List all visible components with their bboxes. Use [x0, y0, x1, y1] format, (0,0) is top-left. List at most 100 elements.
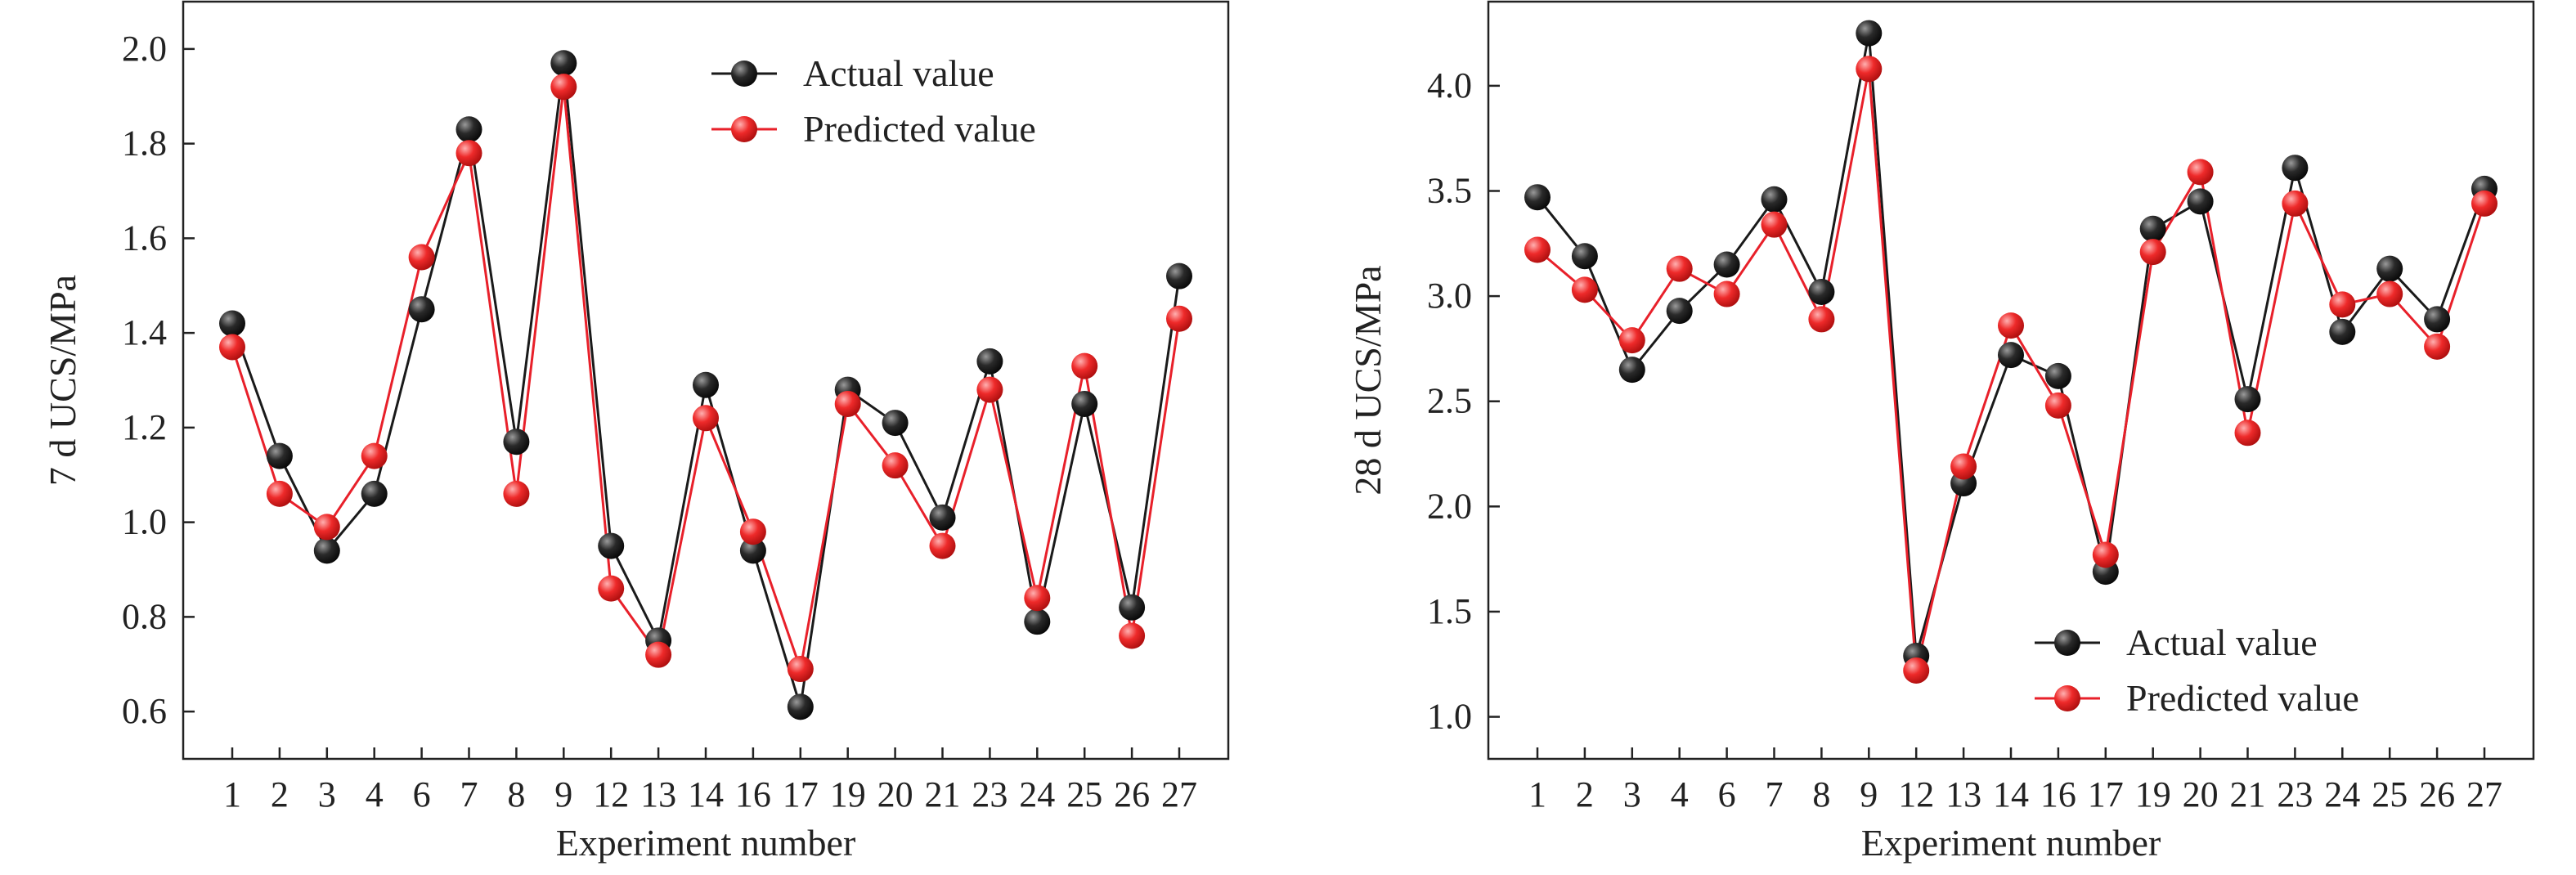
predicted-point — [1808, 306, 1835, 333]
x-tick-label: 16 — [2040, 774, 2076, 814]
y-axis-title: 28 d UCS/MPa — [1347, 265, 1389, 495]
legend-marker — [731, 61, 757, 87]
predicted-point — [2234, 420, 2261, 446]
predicted-point — [1618, 327, 1645, 354]
x-tick-label: 4 — [1671, 774, 1689, 814]
y-tick-label: 1.6 — [122, 218, 167, 258]
predicted-point — [2139, 239, 2166, 266]
predicted-point — [266, 480, 293, 507]
x-tick-label: 2 — [1576, 774, 1594, 814]
x-tick-label: 19 — [2135, 774, 2171, 814]
actual-point — [2187, 188, 2214, 215]
legend-label: Actual value — [2126, 621, 2318, 663]
x-tick-label: 3 — [1623, 774, 1641, 814]
actual-point — [2234, 386, 2261, 413]
actual-point — [787, 693, 814, 720]
x-tick-label: 1 — [223, 774, 241, 814]
actual-point — [361, 480, 388, 507]
y-tick-label: 0.6 — [122, 691, 167, 731]
actual-point — [1119, 594, 1146, 621]
plot-frame — [1487, 0, 2535, 761]
x-tick-label: 17 — [783, 774, 819, 814]
y-tick-label: 4.0 — [1427, 65, 1472, 105]
legend-marker — [731, 116, 757, 142]
actual-point — [456, 116, 482, 143]
actual-point — [1166, 262, 1192, 289]
x-tick-label: 7 — [460, 774, 478, 814]
y-axis-title: 7 d UCS/MPa — [42, 275, 83, 486]
x-tick-label: 14 — [1993, 774, 2029, 814]
legend: Actual value Predicted value — [711, 52, 1036, 150]
predicted-point — [1024, 585, 1051, 612]
x-tick-label: 4 — [366, 774, 384, 814]
predicted-point — [1950, 453, 1977, 480]
x-tick-label: 1 — [1528, 774, 1546, 814]
predicted-point — [1666, 255, 1693, 282]
y-tick-label: 1.4 — [122, 312, 167, 352]
predicted-point — [408, 244, 435, 271]
legend-marker — [2054, 630, 2080, 656]
predicted-point — [787, 656, 814, 683]
actual-point — [1808, 278, 1835, 305]
predicted-point — [2376, 280, 2403, 307]
actual-point — [2282, 155, 2309, 182]
legend-marker — [2054, 685, 2080, 711]
x-tick-label: 21 — [2230, 774, 2266, 814]
x-tick-label: 20 — [877, 774, 913, 814]
legend-label: Predicted value — [803, 108, 1036, 150]
actual-point — [219, 310, 245, 337]
actual-point — [2139, 215, 2166, 242]
x-tick-label: 20 — [2183, 774, 2219, 814]
predicted-point — [598, 575, 625, 602]
predicted-point — [1119, 622, 1146, 649]
actual-point — [1618, 357, 1645, 384]
x-tick-label: 16 — [735, 774, 771, 814]
y-tick-label: 1.8 — [122, 123, 167, 164]
legend: Actual value Predicted value — [2035, 621, 2359, 719]
predicted-point — [1166, 305, 1192, 332]
predicted-point — [313, 514, 340, 541]
predicted-point — [929, 532, 956, 559]
actual-point — [2329, 318, 2356, 345]
actual-point — [739, 537, 766, 564]
chart-2: 1.01.52.02.53.03.54.01 2 3 4 6 7 8 9 12 13 14 16 17 1… — [1347, 0, 2535, 864]
y-tick-label: 1.0 — [1427, 697, 1472, 737]
actual-point — [503, 429, 530, 455]
predicted-point — [693, 405, 719, 432]
predicted-point — [503, 480, 530, 507]
x-tick-label: 14 — [688, 774, 724, 814]
actual-point — [550, 50, 577, 77]
predicted-point — [1524, 236, 1551, 263]
actual-point — [1024, 608, 1051, 635]
x-tick-label: 26 — [2419, 774, 2455, 814]
legend-label: Actual value — [803, 52, 994, 94]
y-tick-label: 2.5 — [1427, 381, 1472, 421]
x-tick-label: 13 — [640, 774, 676, 814]
predicted-point — [361, 442, 388, 469]
predicted-point — [219, 334, 245, 361]
predicted-point — [2092, 541, 2119, 568]
actual-point — [2376, 255, 2403, 282]
predicted-point — [2044, 392, 2071, 419]
x-tick-label: 27 — [1161, 774, 1197, 814]
predicted-point — [456, 140, 482, 167]
actual-point — [882, 410, 909, 437]
x-tick-label: 23 — [2277, 774, 2313, 814]
x-tick-label: 26 — [1114, 774, 1150, 814]
x-tick-label: 23 — [972, 774, 1008, 814]
predicted-point — [2424, 333, 2451, 360]
actual-point — [1524, 184, 1551, 211]
x-tick-label: 27 — [2466, 774, 2502, 814]
actual-point — [976, 348, 1003, 375]
predicted-point — [882, 452, 909, 479]
predicted-point — [739, 518, 766, 545]
predicted-point — [1903, 657, 1930, 684]
x-tick-label: 24 — [2324, 774, 2360, 814]
y-tick-label: 3.5 — [1427, 171, 1472, 211]
actual-point — [1856, 20, 1883, 47]
actual-point — [1713, 251, 1740, 278]
predicted-point — [1713, 280, 1740, 307]
predicted-point — [1571, 276, 1598, 303]
predicted-point — [2471, 190, 2497, 217]
predicted-point — [2187, 159, 2214, 186]
